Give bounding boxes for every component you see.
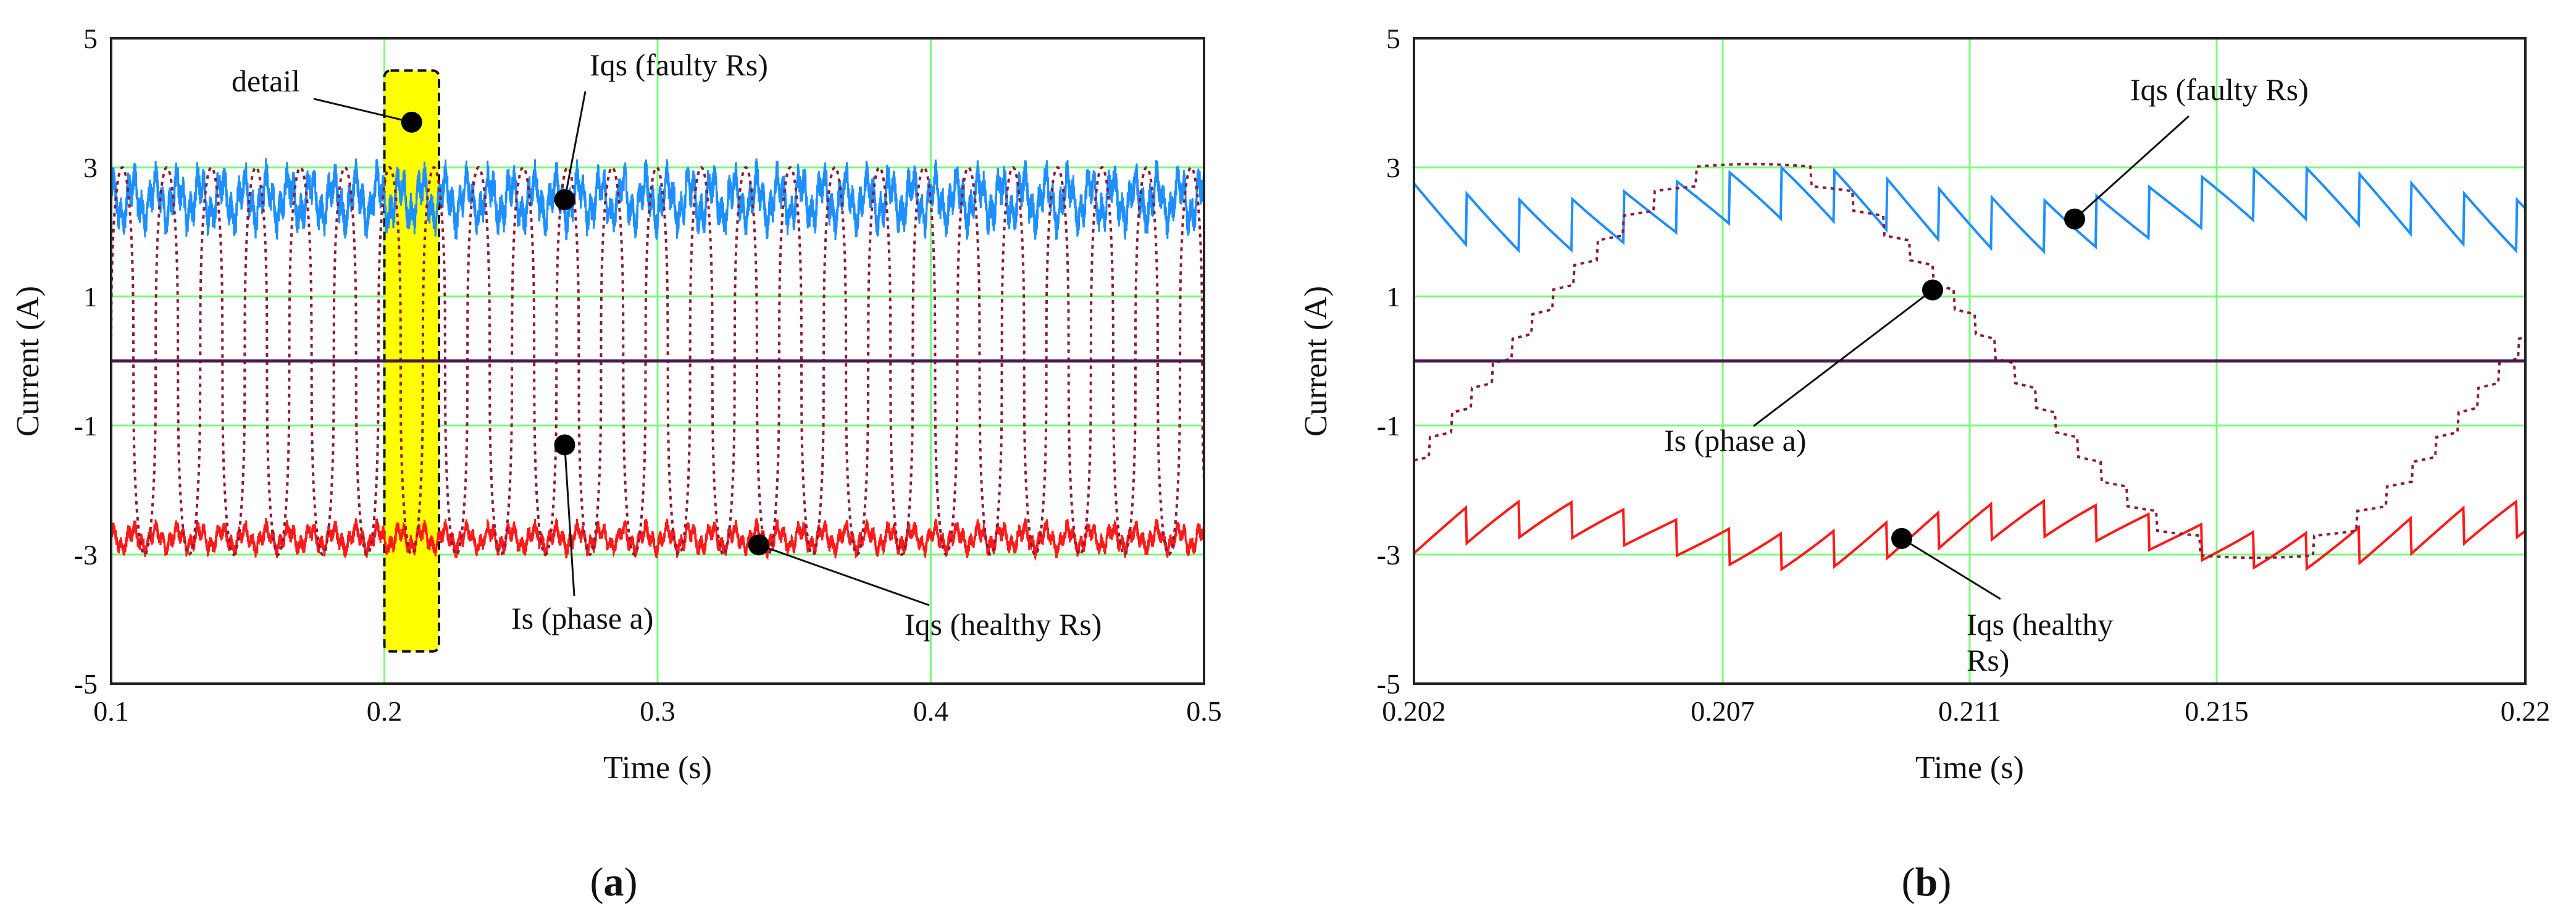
panel-b-frame [1413,37,2527,685]
iqs-healthy-line [110,517,1205,561]
y-tick-label: -3 [74,539,98,571]
annotation-marker [401,111,422,133]
annotation-leader-line [1753,289,1933,427]
panel-b-ticks: 0.202 0.207 0.211 0.215 0.22 5 3 1 -1 -3 -5 [1377,23,2551,727]
annotation-leader-line [1901,537,2001,600]
panel-a-x-axis-title: Time (s) [603,750,712,786]
annotation-leader-line [313,98,412,124]
y-tick-label: -3 [1377,539,1400,571]
annotation-marker [554,189,575,211]
panel-a-annotations: detail Iqs (faulty Rs) Is (phase a) Iqs (he… [232,48,1102,642]
annotation-marker [748,534,769,556]
x-tick-label: 0.202 [1382,695,1446,727]
y-tick-label: 3 [1386,152,1400,183]
annotation-label: Iqs (healthy Rs) [1967,607,2113,677]
x-tick-label: 0.5 [1186,695,1222,727]
panel-a-y-axis-title: Current (A) [10,286,46,437]
panel-a-ticks: 0.1 0.2 0.3 0.4 0.5 5 3 1 -1 -3 -5 [74,23,1222,727]
annotation-label: Is (phase a) [1664,423,1806,458]
y-tick-label: -1 [1377,410,1400,442]
panel-b-y-axis-title: Current (A) [1298,286,1334,437]
is-phase-a-line [1413,162,2526,560]
x-tick-label: 0.215 [2185,695,2249,727]
panel-b-annotations: Iqs (faulty Rs) Is (phase a) Iqs (healthy R… [1664,72,2309,677]
panel-a-chart: 0.1 0.2 0.3 0.4 0.5 5 3 1 -1 -3 -5 detail Iqs (faul… [10,23,1222,905]
annotation-leader-line [564,445,575,597]
x-tick-label: 0.4 [913,695,949,727]
annotation-marker [1891,527,1912,549]
annotation-leader-line [2073,115,2190,220]
panel-a-series [110,158,1205,561]
panel-a-frame [110,37,1205,685]
annotation-marker [2064,208,2085,230]
iqs-faulty-line [110,158,1205,241]
x-tick-label: 0.1 [93,695,129,727]
y-tick-label: 1 [83,281,98,312]
annotation-leader-line [564,91,587,200]
annotation-label: Iqs (faulty Rs) [2130,72,2309,107]
annotation-label: detail [232,64,300,98]
x-tick-label: 0.22 [2501,695,2551,727]
annotation-leader-line [758,543,930,606]
x-tick-label: 0.211 [1938,695,2001,727]
x-tick-label: 0.207 [1691,695,1755,727]
panel-b-series [1413,162,2527,572]
panel-b-chart: 0.202 0.207 0.211 0.215 0.22 5 3 1 -1 -3 -5 Iqs (f… [1298,23,2550,905]
annotation-label: Is (phase a) [511,601,653,635]
panel-b-x-axis-title: Time (s) [1915,750,2024,786]
y-tick-label: -5 [1377,668,1400,700]
panel-a-label: (a) [590,860,638,905]
annotation-marker [554,434,575,456]
annotation-label: Iqs (faulty Rs) [590,48,768,82]
x-tick-label: 0.2 [367,695,403,727]
iqs-healthy-line [1413,498,2527,572]
y-tick-label: 5 [1386,23,1400,54]
y-tick-label: -1 [74,410,98,442]
y-tick-label: 3 [83,152,98,183]
x-tick-label: 0.3 [640,695,675,727]
is-phase-a-line [110,166,1205,556]
y-tick-label: -5 [74,668,98,700]
panel-b-label: (b) [1902,860,1952,905]
y-tick-label: 1 [1386,281,1400,312]
annotation-label: Iqs (healthy Rs) [905,607,1102,642]
annotation-marker [1922,279,1943,301]
y-tick-label: 5 [83,23,98,54]
iqs-faulty-line [1413,164,2527,254]
